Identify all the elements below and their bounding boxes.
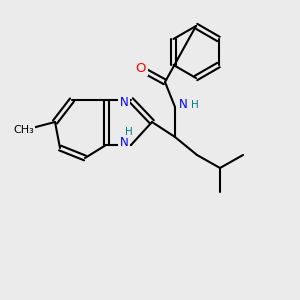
Text: O: O	[136, 61, 146, 74]
Text: H: H	[125, 127, 133, 137]
Text: N: N	[178, 98, 188, 112]
Text: CH₃: CH₃	[13, 125, 34, 135]
Text: N: N	[120, 95, 128, 109]
Text: N: N	[120, 136, 128, 149]
Text: H: H	[191, 100, 199, 110]
